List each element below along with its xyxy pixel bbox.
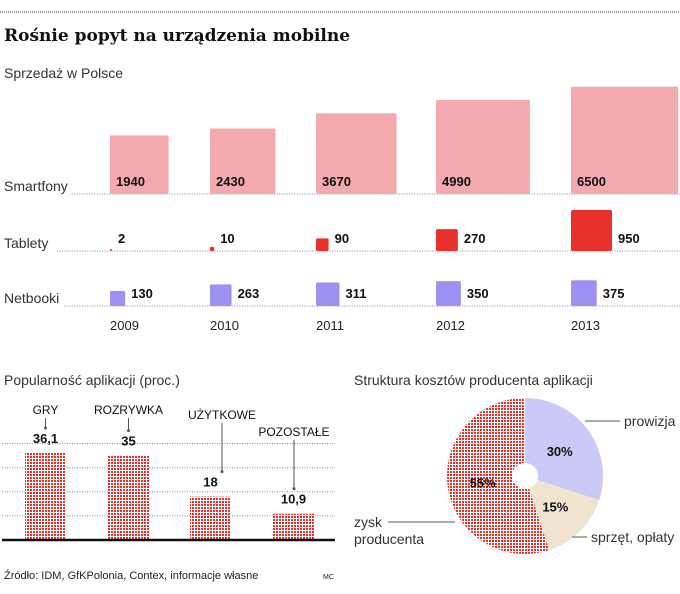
value-label: 375	[603, 286, 625, 301]
bar-tablety-2012	[436, 229, 458, 251]
slice-label: producenta	[354, 531, 424, 547]
category-label: POZOSTAŁE	[258, 425, 329, 439]
leader-dot	[220, 470, 224, 474]
value-label: 130	[131, 286, 153, 301]
bar-pozostałe	[273, 513, 314, 540]
year-label: 2012	[436, 318, 465, 333]
value-label: 311	[345, 286, 366, 301]
bar-smartfony-2009	[110, 135, 169, 194]
year-label: 2013	[571, 318, 600, 333]
row-label-netbooki: Netbooki	[4, 290, 59, 306]
bar-smartfony-2013	[571, 86, 679, 194]
row-label-smartfony: Smartfony	[4, 178, 68, 194]
leader-dot	[127, 429, 130, 433]
slice-value-label: 55%	[470, 476, 496, 491]
bar-netbooki-2011	[316, 282, 340, 306]
leader-dot	[292, 487, 296, 491]
sales-subtitle: Sprzedaż w Polsce	[4, 65, 123, 81]
page-title: Rośnie popyt na urządzenia mobilne	[4, 26, 350, 46]
bar-użytkowe	[190, 496, 231, 540]
bar-tablety-2010	[210, 246, 215, 251]
value-label: 950	[618, 231, 640, 246]
popularity-title: Popularność aplikacji (proc.)	[4, 372, 180, 388]
bar-tablety-2013	[571, 210, 612, 251]
pie-slice-prowizja	[525, 398, 603, 501]
category-label: ROZRYWKA	[94, 403, 163, 417]
value-label: 270	[464, 231, 486, 246]
bar-gry	[25, 452, 66, 540]
bar-rozrywka	[108, 455, 149, 540]
slice-value-label: 15%	[542, 499, 568, 514]
category-label: GRY	[33, 403, 59, 417]
bar-tablety-2009	[110, 249, 112, 251]
value-label: 263	[238, 286, 260, 301]
value-label: 2	[118, 231, 125, 246]
value-label: 18	[203, 475, 217, 490]
year-label: 2010	[210, 318, 239, 333]
value-label: 3670	[322, 174, 351, 189]
bar-smartfony-2012	[436, 100, 530, 194]
cost-pie-chart: 30% 15% 55% prowizja sprzęt, opłaty zyskprodu…	[354, 398, 676, 555]
category-label: UŻYTKOWE	[188, 408, 256, 422]
pie-hole	[512, 463, 538, 489]
slice-value-label: 30%	[547, 444, 573, 459]
leader-dot	[44, 426, 47, 430]
value-label: 90	[335, 231, 349, 246]
pie-slice-sprzęt	[525, 476, 600, 551]
bar-netbooki-2009	[110, 290, 126, 306]
value-label: 10	[220, 231, 234, 246]
sales-chart: Smartfony 1940 2430 3670 4990 6500 Tablety 2 10 9…	[4, 86, 680, 333]
source-note: Źródło: IDM, GfKPolonia, Contex, informa…	[4, 569, 258, 582]
bar-netbooki-2013	[571, 280, 597, 306]
bar-netbooki-2012	[436, 281, 461, 306]
value-label: 1940	[116, 174, 145, 189]
value-label: 35	[121, 434, 135, 449]
year-label: 2009	[110, 318, 139, 333]
popularity-chart: GRY 36,1 ROZRYWKA 35 UŻYTKOWE 18 POZOSTAŁE 10,9	[2, 403, 335, 542]
bar-smartfony-2011	[316, 113, 397, 194]
bar-tablety-2011	[316, 238, 329, 251]
value-label: 350	[467, 286, 489, 301]
value-label: 2430	[216, 174, 245, 189]
value-label: 36,1	[33, 431, 58, 446]
value-label: 4990	[442, 174, 471, 189]
bar-netbooki-2010	[210, 284, 232, 306]
cost-structure-title: Struktura kosztów producenta aplikacji	[354, 372, 593, 388]
slice-label: zysk	[354, 514, 383, 530]
value-label: 10,9	[281, 492, 306, 507]
value-label: 6500	[577, 174, 606, 189]
author-initials: MC	[323, 574, 334, 581]
row-label-tablety: Tablety	[4, 235, 48, 251]
year-label: 2011	[316, 318, 344, 333]
slice-label: sprzęt, opłaty	[591, 529, 674, 545]
slice-label: prowizja	[624, 413, 676, 429]
bar-smartfony-2010	[210, 128, 276, 194]
pie-slice-zysk	[447, 398, 550, 555]
